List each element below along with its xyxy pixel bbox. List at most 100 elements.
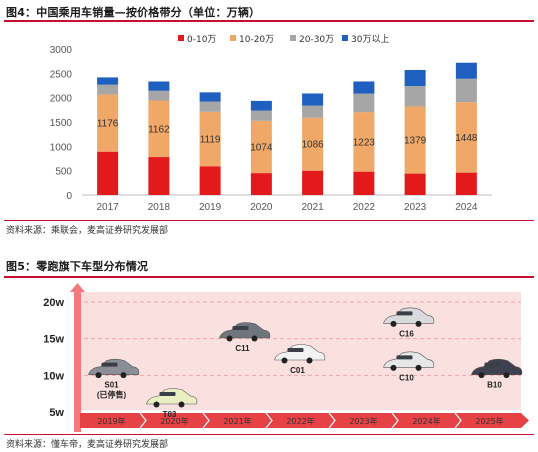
bar-segment-2 (250, 110, 272, 121)
bar-value-label: 1162 (148, 124, 170, 135)
x-tick-label: 2019 (199, 202, 222, 213)
x-tick-label: 2022 (353, 202, 376, 213)
bar-segment-2 (97, 84, 119, 95)
bar-segment-3 (148, 81, 170, 91)
car-sublabel: (已停售) (97, 390, 127, 400)
timeline-year-label: 2021年 (223, 416, 251, 426)
car-label: B10 (487, 381, 502, 390)
price-tick-label: 10w (43, 370, 64, 382)
car-window (159, 392, 176, 396)
car-label: S01 (104, 381, 119, 390)
figure4-title: 图4：中国乘用车销量—按价格带分（单位：万辆） (6, 6, 261, 19)
car-model-c01: C01 (274, 344, 326, 375)
legend-label-2: 20-30万 (299, 35, 334, 45)
timeline-divider (391, 412, 399, 429)
car-wheel (415, 364, 422, 371)
bar-segment-0 (302, 170, 324, 195)
car-label: C01 (290, 366, 305, 375)
figure5-title-rule (4, 276, 534, 278)
car-label: C10 (399, 373, 414, 382)
price-tick-label: 5w (49, 407, 64, 419)
figure4-bottom-rule (4, 220, 534, 221)
car-wheel (120, 372, 127, 379)
price-axis-arrowhead (70, 283, 85, 292)
car-wheel (415, 320, 422, 327)
bar-segment-3 (302, 93, 324, 106)
legend-swatch-2 (290, 35, 296, 41)
y-tick-label: 2500 (50, 69, 73, 80)
timeline-year-label: 2023年 (349, 416, 377, 426)
price-tick-label: 20w (43, 297, 64, 309)
car-wheel (95, 372, 102, 379)
bar-segment-3 (455, 62, 477, 79)
car-icon-s01 (88, 358, 140, 375)
car-wheel (226, 335, 233, 342)
car-label: T03 (163, 410, 177, 419)
bar-segment-0 (455, 172, 477, 195)
bar-value-label: 1176 (97, 119, 119, 130)
car-wheel (306, 357, 313, 364)
car-wheel (178, 401, 185, 408)
bar-segment-1 (97, 94, 119, 152)
x-tick-label: 2018 (148, 202, 171, 213)
car-wheel (390, 364, 397, 371)
x-tick-label: 2020 (250, 202, 273, 213)
bar-segment-3 (353, 81, 375, 94)
legend-label-3: 30万以上 (351, 34, 389, 45)
bar-segment-3 (97, 77, 119, 85)
x-tick-label: 2021 (302, 202, 325, 213)
bar-segment-1 (302, 117, 324, 171)
y-tick-label: 0 (66, 191, 72, 202)
figure4-source: 资料来源：乘联会，麦高证券研究发展部 (6, 226, 169, 236)
timeline-divider (139, 412, 147, 429)
bar-segment-1 (353, 112, 375, 172)
bar-value-label: 1119 (200, 135, 221, 146)
bar-segment-0 (148, 157, 170, 195)
timeline-divider (328, 412, 336, 429)
bar-segment-1 (404, 106, 426, 174)
bar-segment-3 (404, 69, 426, 87)
legend-label-1: 10-20万 (239, 35, 274, 45)
bar-segment-2 (455, 78, 477, 103)
bar-value-label: 1074 (250, 142, 273, 153)
car-icon-c16 (383, 307, 435, 324)
timeline-year-label: 2022年 (286, 416, 314, 426)
bar-value-label: 1223 (353, 137, 376, 148)
car-wheel (503, 372, 510, 379)
car-window (232, 326, 249, 330)
bar-segment-1 (250, 120, 272, 174)
car-wheel (251, 335, 258, 342)
car-icon-c01 (274, 344, 326, 361)
car-model-b10: B10 (471, 358, 523, 390)
bar-segment-0 (404, 173, 426, 195)
car-wheel (390, 320, 397, 327)
car-label: C16 (399, 329, 414, 338)
legend-swatch-0 (178, 35, 184, 41)
figure5-bottom-rule (4, 434, 534, 435)
timeline-year-label: 2024年 (412, 416, 440, 426)
car-icon-t03 (146, 388, 198, 405)
car-window (396, 355, 413, 360)
bar-segment-1 (455, 102, 477, 173)
legend-swatch-1 (230, 35, 236, 41)
x-tick-label: 2017 (97, 202, 120, 213)
figure5-source: 资料来源：懂车帝，麦高证券研究发展部 (6, 440, 169, 450)
price-axis-bar (74, 290, 81, 432)
timeline-divider (454, 412, 462, 429)
timeline-divider (202, 412, 210, 429)
bar-segment-2 (302, 105, 324, 118)
legend-swatch-3 (342, 35, 348, 41)
car-model-s01: S01(已停售) (88, 358, 140, 400)
bar-value-label: 1086 (302, 140, 325, 151)
bar-segment-2 (199, 101, 221, 112)
bar-segment-2 (148, 90, 170, 101)
bar-segment-3 (199, 92, 221, 102)
x-tick-label: 2024 (455, 202, 478, 213)
bar-segment-1 (148, 100, 170, 158)
bar-value-label: 1448 (455, 133, 478, 144)
y-tick-label: 1500 (50, 118, 73, 129)
bar-segment-2 (353, 93, 375, 113)
timeline-year-label: 2020年 (160, 416, 188, 426)
figure4-title-rule (4, 20, 534, 22)
car-icon-b10 (471, 358, 523, 375)
